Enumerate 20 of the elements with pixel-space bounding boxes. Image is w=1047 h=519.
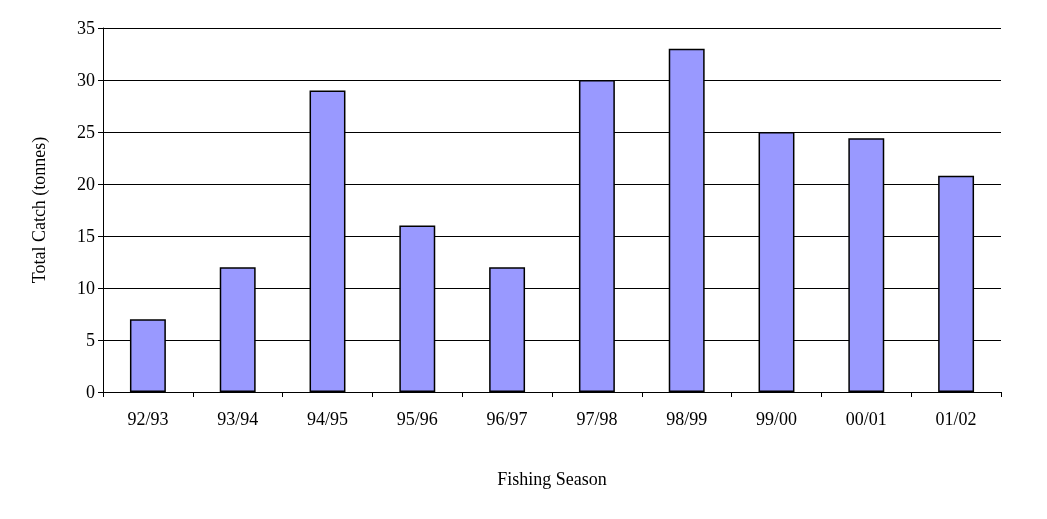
y-tick-label: 10	[77, 278, 95, 298]
x-tick-label: 00/01	[845, 409, 887, 429]
x-tick-label: 96/97	[486, 409, 528, 429]
x-axis-title: Fishing Season	[497, 469, 607, 489]
x-tick-label: 97/98	[576, 409, 618, 429]
y-axis-title: Total Catch (tonnes)	[29, 136, 50, 284]
x-tick-label: 95/96	[396, 409, 438, 429]
y-tick-label: 0	[86, 382, 95, 402]
y-tick-label: 15	[77, 226, 95, 246]
y-tick-label: 20	[77, 174, 95, 194]
y-tick-label: 25	[77, 122, 95, 142]
x-tick-label: 01/02	[935, 409, 977, 429]
x-tick-label: 92/93	[127, 409, 169, 429]
x-tick-label: 94/95	[306, 409, 349, 429]
y-tick-label: 30	[77, 70, 95, 90]
x-tick-label: 99/00	[755, 409, 798, 429]
y-tick-label: 5	[86, 330, 95, 350]
y-tick-label: 35	[77, 18, 95, 38]
x-tick-label: 98/99	[666, 409, 708, 429]
x-tick-label: 93/94	[217, 409, 259, 429]
